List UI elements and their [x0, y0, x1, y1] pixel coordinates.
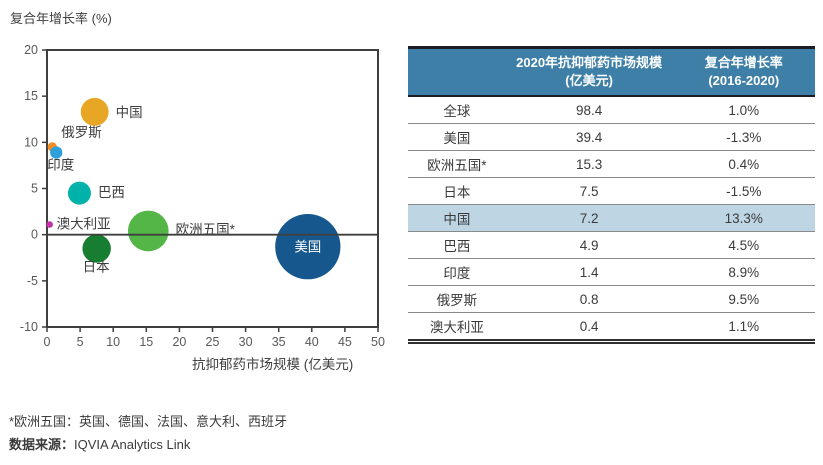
x-tick-label: 50: [371, 335, 385, 349]
market-table: 2020年抗抑郁药市场规模 (亿美元) 复合年增长率 (2016-2020) 全…: [408, 46, 815, 345]
y-tick-label: 20: [24, 43, 38, 57]
y-tick-label: 10: [24, 135, 38, 149]
row-cagr: 8.9%: [672, 258, 815, 286]
footnotes: *欧洲五国：英国、德国、法国、意大利、西班牙 数据来源：IQVIA Analyt…: [9, 411, 287, 457]
row-cagr: 13.3%: [672, 204, 815, 232]
table-row: 美国 39.4 -1.3%: [408, 123, 815, 151]
footnote-europe5: *欧洲五国：英国、德国、法国、意大利、西班牙: [9, 414, 288, 429]
row-size: 98.4: [575, 102, 603, 118]
row-name: 欧洲五国*: [408, 150, 506, 178]
row-size: 0.8: [505, 285, 673, 313]
bubble-label: 澳大利亚: [57, 217, 111, 232]
bubble-label: 巴西: [98, 185, 125, 200]
row-name: 巴西: [408, 231, 506, 259]
data-source-label: 数据来源：: [9, 436, 75, 452]
chart-bubble: [80, 97, 109, 126]
data-source-value: IQVIA Analytics Link: [74, 436, 191, 452]
y-tick-label: 5: [31, 182, 38, 196]
chart-y-axis-title: 复合年增长率 (%): [10, 11, 112, 26]
table-row: 日本 7.5 -1.5%: [408, 177, 815, 205]
row-size: 1.4: [505, 258, 673, 286]
chart-bubble: [127, 210, 169, 252]
table-row: 印度 1.4 8.9%: [408, 258, 815, 286]
table-header-row: 2020年抗抑郁药市场规模 (亿美元) 复合年增长率 (2016-2020): [408, 47, 815, 97]
bubble-label: 中国: [116, 105, 143, 120]
x-tick-label: 25: [206, 335, 220, 349]
x-tick-label: 20: [172, 335, 186, 349]
chart-bubble: [46, 221, 53, 228]
header-cell-empty: [408, 47, 506, 97]
y-tick-label: -10: [20, 320, 38, 334]
table-row: 巴西 4.9 4.5%: [408, 231, 815, 259]
plot-frame: [46, 49, 379, 328]
chart-bubble: [67, 181, 91, 205]
row-size: 7.2: [505, 204, 673, 232]
row-size: 4.9: [505, 231, 673, 259]
row-cagr: -1.5%: [672, 177, 815, 205]
bubble-label: 印度: [47, 157, 74, 172]
y-tick-label: 0: [31, 228, 38, 242]
row-name: 俄罗斯: [408, 285, 506, 313]
bubble-label: 欧洲五国*: [176, 222, 236, 237]
chart-bubble: [275, 214, 341, 280]
y-tick-label: 15: [24, 89, 38, 103]
row-name: 澳大利亚: [408, 312, 506, 345]
row-size: 0.4: [505, 312, 673, 345]
row-size: 7.5: [505, 177, 673, 205]
row-cagr: 0.4%: [672, 150, 815, 178]
table-row: 全球 98.4 1.0%: [408, 96, 815, 124]
x-tick-label: 10: [106, 335, 120, 349]
x-tick-label: 5: [77, 335, 84, 349]
header-cell-market-size: 2020年抗抑郁药市场规模 (亿美元): [505, 47, 673, 97]
x-tick-label: 45: [338, 335, 352, 349]
x-tick-label: 15: [139, 335, 153, 349]
row-cagr: 1.1%: [672, 312, 815, 345]
row-name: 印度: [408, 258, 506, 286]
chart-bubble: [50, 146, 63, 159]
table-row: 澳大利亚 0.4 1.1%: [408, 312, 815, 345]
y-tick-label: -5: [27, 274, 38, 288]
row-name: 全球: [443, 104, 471, 120]
row-cagr: 4.5%: [672, 231, 815, 259]
bubble-label: 美国: [294, 240, 321, 255]
table-row: 中国 7.2 13.3%: [408, 204, 815, 232]
row-name: 日本: [408, 177, 506, 205]
x-tick-label: 0: [44, 335, 51, 349]
bubble-label: 俄罗斯: [61, 125, 102, 140]
x-tick-label: 30: [239, 335, 253, 349]
table-row: 欧洲五国* 15.3 0.4%: [408, 150, 815, 178]
row-name: 美国: [408, 123, 506, 151]
data-source-line: 数据来源：IQVIA Analytics Link: [9, 434, 287, 457]
row-cagr: -1.3%: [672, 123, 815, 151]
x-tick-label: 35: [272, 335, 286, 349]
table-row: 俄罗斯 0.8 9.5%: [408, 285, 815, 313]
header-cell-cagr: 复合年增长率 (2016-2020): [672, 47, 815, 97]
x-tick-label: 40: [305, 335, 319, 349]
bubble-label: 日本: [83, 260, 110, 275]
row-cagr: 1.0%: [728, 102, 760, 118]
row-name: 中国: [408, 204, 506, 232]
row-cagr: 9.5%: [672, 285, 815, 313]
chart-bubble: [82, 234, 111, 263]
row-size: 39.4: [505, 123, 673, 151]
chart-x-axis-title: 抗抑郁药市场规模 (亿美元): [192, 357, 354, 372]
row-size: 15.3: [505, 150, 673, 178]
